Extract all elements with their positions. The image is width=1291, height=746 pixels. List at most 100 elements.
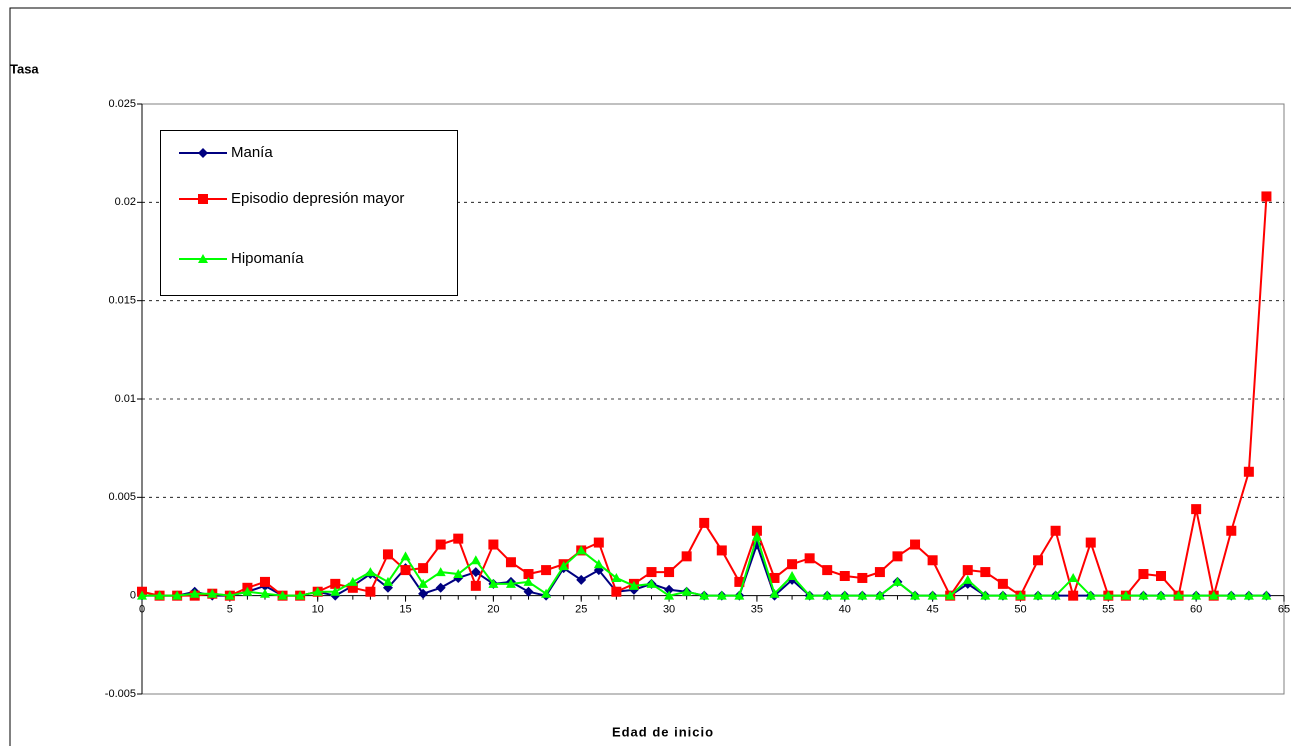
marker xyxy=(997,578,1008,589)
marker xyxy=(664,584,675,595)
x-tick-label: 10 xyxy=(312,604,324,616)
marker xyxy=(207,588,218,598)
marker xyxy=(488,578,499,588)
marker xyxy=(611,586,622,597)
marker xyxy=(892,551,903,562)
legend-entry: Episodio depresión mayor xyxy=(175,189,421,209)
marker xyxy=(681,586,692,596)
marker xyxy=(1191,504,1202,515)
x-tick-label: 45 xyxy=(926,604,938,616)
legend-symbol xyxy=(179,194,227,204)
marker xyxy=(488,539,499,550)
marker xyxy=(927,590,938,600)
y-tick-label: -0.005 xyxy=(105,688,136,700)
marker xyxy=(1085,537,1096,548)
x-axis-label: Edad de inicio xyxy=(612,724,714,739)
frame xyxy=(9,7,1291,746)
legend-label: Episodio depresión mayor xyxy=(231,190,405,207)
marker xyxy=(874,590,885,600)
marker xyxy=(1243,466,1254,477)
legend-entry: Manía xyxy=(175,143,421,163)
legend-label: Hipomanía xyxy=(231,250,304,267)
marker xyxy=(453,569,464,579)
marker xyxy=(980,567,991,578)
marker xyxy=(962,574,973,584)
marker xyxy=(1085,590,1096,600)
marker xyxy=(242,586,253,596)
marker xyxy=(646,567,657,578)
marker xyxy=(277,590,288,600)
marker xyxy=(400,565,411,576)
marker xyxy=(330,578,341,589)
legend: Manía Episodio depresión mayor Hipomanía xyxy=(160,130,458,296)
marker xyxy=(435,539,446,550)
marker xyxy=(470,555,481,565)
x-tick-label: 25 xyxy=(575,604,587,616)
marker xyxy=(769,588,780,598)
marker xyxy=(664,590,675,600)
marker xyxy=(523,576,534,586)
series-line xyxy=(142,541,1267,598)
marker xyxy=(787,559,798,570)
marker xyxy=(822,565,833,576)
x-tick-label: 0 xyxy=(139,604,145,616)
y-tick-label: 0.02 xyxy=(115,196,136,208)
marker xyxy=(470,580,481,591)
marker xyxy=(1261,590,1272,600)
marker xyxy=(198,148,208,158)
marker xyxy=(505,557,516,568)
marker xyxy=(382,576,393,586)
marker xyxy=(154,590,165,600)
marker xyxy=(137,590,147,600)
marker xyxy=(1103,590,1114,600)
marker xyxy=(646,578,657,588)
marker xyxy=(734,576,745,587)
marker xyxy=(628,580,639,590)
marker xyxy=(470,567,481,578)
x-tick-label: 40 xyxy=(839,604,851,616)
marker xyxy=(435,582,446,593)
marker xyxy=(839,590,850,600)
marker xyxy=(664,567,675,578)
marker xyxy=(418,578,429,588)
marker xyxy=(593,537,604,548)
marker xyxy=(945,590,956,600)
marker xyxy=(804,590,815,600)
marker xyxy=(1138,569,1149,580)
marker xyxy=(1068,590,1079,601)
marker xyxy=(1243,590,1254,600)
marker xyxy=(1033,555,1044,566)
marker xyxy=(505,578,516,588)
marker xyxy=(576,545,587,555)
marker xyxy=(804,553,815,564)
y-tick-label: 0.015 xyxy=(108,295,136,307)
marker xyxy=(330,586,341,596)
marker xyxy=(857,590,868,600)
marker xyxy=(365,586,376,597)
marker xyxy=(198,254,208,263)
marker xyxy=(857,572,868,583)
marker xyxy=(839,571,850,581)
marker xyxy=(1261,191,1272,202)
marker xyxy=(541,588,552,598)
y-tick-label: 0.005 xyxy=(108,491,136,503)
marker xyxy=(1015,590,1026,600)
marker xyxy=(787,571,798,580)
marker xyxy=(1068,572,1079,582)
marker xyxy=(1208,590,1219,600)
marker xyxy=(1173,590,1184,600)
marker xyxy=(435,567,446,577)
marker xyxy=(910,539,921,550)
x-tick-label: 15 xyxy=(399,604,411,616)
marker xyxy=(874,567,885,578)
marker xyxy=(699,590,710,600)
marker xyxy=(312,586,323,596)
marker xyxy=(523,586,534,597)
x-tick-label: 35 xyxy=(751,604,763,616)
marker xyxy=(172,590,183,600)
marker xyxy=(189,588,200,598)
marker xyxy=(347,576,358,586)
marker xyxy=(1156,571,1167,581)
